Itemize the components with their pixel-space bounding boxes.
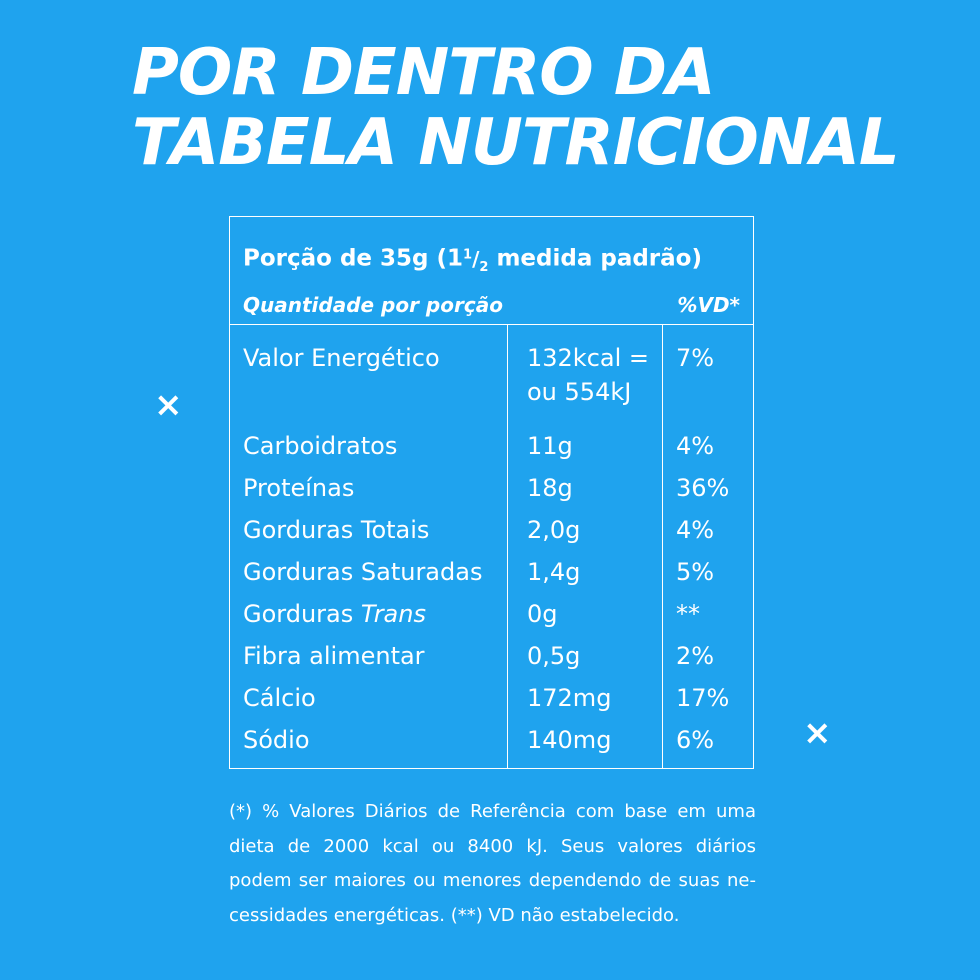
vd-label: %VD*	[677, 292, 740, 317]
table-row: Gorduras Trans 0g **	[230, 593, 753, 635]
table-row: Fibra alimentar 0,5g 2%	[230, 635, 753, 677]
nutrient-amount: 0,5g	[527, 642, 581, 670]
nutrient-name: Gorduras Saturadas	[243, 558, 483, 586]
portion-size: Porção de 35g (11/2 medida padrão)	[243, 235, 740, 288]
nutrition-table-body: Valor Energético 132kcal = ou 554kJ 7% C…	[230, 325, 753, 768]
footnote-line: (*) % Valores Diários de Referência com …	[229, 801, 756, 822]
amount-line-1: 132kcal =	[527, 344, 650, 372]
nutrient-name-prefix: Gorduras	[243, 600, 361, 628]
nutrient-name: Carboidratos	[243, 432, 398, 460]
nutrient-name: Fibra alimentar	[243, 642, 425, 670]
nutrient-name: Cálcio	[243, 684, 316, 712]
decorative-x-icon: ×	[803, 713, 832, 753]
table-row: Gorduras Saturadas 1,4g 5%	[230, 551, 753, 593]
portion-fraction: 1/2	[463, 246, 489, 275]
nutrient-vd: 2%	[676, 642, 715, 670]
portion-prefix: Porção de 35g (1	[243, 245, 464, 272]
fraction-numerator: 1	[463, 247, 473, 262]
nutrient-amount: 132kcal = ou 554kJ	[507, 341, 662, 425]
amount-line-2: ou 554kJ	[527, 378, 632, 406]
nutrient-vd: 6%	[676, 726, 715, 754]
nutrient-name: Valor Energético	[243, 344, 440, 372]
nutrient-name: Sódio	[243, 726, 310, 754]
table-row: Cálcio 172mg 17%	[230, 677, 753, 719]
fraction-denominator: 2	[479, 259, 489, 275]
decorative-x-icon: ×	[154, 385, 183, 425]
nutrient-amount: 140mg	[527, 726, 612, 754]
footnote: (*) % Valores Diários de Referência com …	[229, 795, 756, 933]
table-row: Carboidratos 11g 4%	[230, 425, 753, 467]
nutrition-table: Porção de 35g (11/2 medida padrão) Quant…	[229, 216, 754, 769]
footnote-line: cessidades energéticas. (**) VD não esta…	[229, 904, 680, 926]
quantity-header-row: Quantidade por porção %VD*	[243, 288, 740, 322]
nutrient-amount: 0g	[527, 600, 558, 628]
nutrient-vd: 17%	[676, 684, 730, 712]
nutrient-vd: 7%	[676, 344, 715, 372]
footnote-line: podem ser maiores ou menores dependendo …	[229, 870, 756, 891]
column-divider	[662, 325, 663, 768]
nutrient-vd: 4%	[676, 516, 715, 544]
nutrient-vd: 4%	[676, 432, 715, 460]
nutrient-amount: 18g	[527, 474, 573, 502]
nutrient-rows: Valor Energético 132kcal = ou 554kJ 7% C…	[230, 341, 753, 761]
nutrient-name: Proteínas	[243, 474, 355, 502]
table-row: Proteínas 18g 36%	[230, 467, 753, 509]
quantity-label: Quantidade por porção	[243, 292, 503, 317]
nutrient-vd: 5%	[676, 558, 715, 586]
title-line-1: POR DENTRO DA	[132, 36, 716, 110]
nutrient-amount: 11g	[527, 432, 573, 460]
column-divider	[507, 325, 508, 768]
nutrient-amount: 172mg	[527, 684, 612, 712]
nutrient-vd: **	[676, 600, 700, 628]
table-row: Valor Energético 132kcal = ou 554kJ 7%	[230, 341, 753, 425]
table-row: Gorduras Totais 2,0g 4%	[230, 509, 753, 551]
page-title: POR DENTRO DA TABELA NUTRICIONAL	[132, 36, 900, 180]
table-row: Sódio 140mg 6%	[230, 719, 753, 761]
nutrient-name: Gorduras Totais	[243, 516, 430, 544]
nutrient-amount: 1,4g	[527, 558, 581, 586]
nutrition-table-header: Porção de 35g (11/2 medida padrão) Quant…	[230, 217, 753, 325]
nutrient-name-italic: Trans	[360, 600, 426, 628]
nutrient-amount: 2,0g	[527, 516, 581, 544]
footnote-line: dieta de 2000 kcal ou 8400 kJ. Seus valo…	[229, 835, 756, 857]
nutrient-vd: 36%	[676, 474, 730, 502]
title-line-2: TABELA NUTRICIONAL	[132, 106, 900, 180]
nutrient-name: Gorduras Trans	[230, 593, 507, 635]
portion-suffix: medida padrão)	[488, 245, 702, 272]
